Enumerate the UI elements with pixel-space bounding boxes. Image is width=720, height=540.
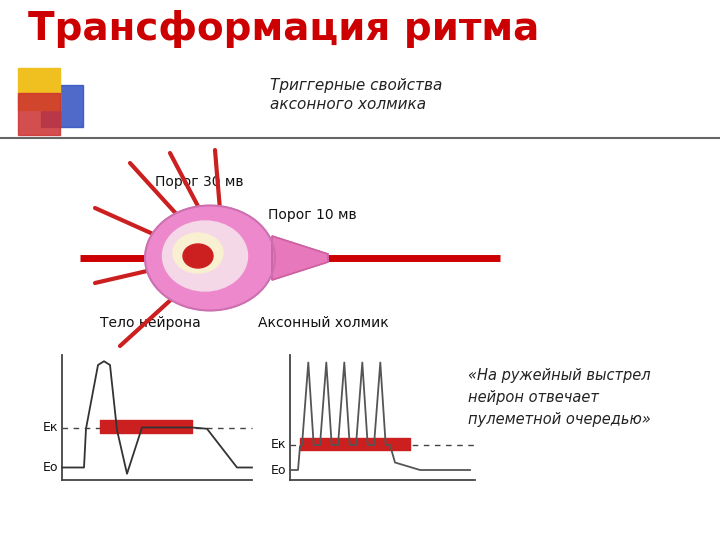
Ellipse shape: [183, 244, 213, 268]
Bar: [18, 68, 60, 110]
Bar: [41, 85, 83, 127]
Text: «На ружейный выстрел
нейрон отвечает
пулеметной очередью»: «На ружейный выстрел нейрон отвечает пул…: [468, 368, 651, 427]
Text: Триггерные свойства: Триггерные свойства: [270, 78, 442, 93]
Text: Ео: Ео: [271, 463, 286, 476]
Text: Аксонный холмик: Аксонный холмик: [258, 316, 389, 330]
Bar: [18, 93, 60, 135]
Text: Порог 10 мв: Порог 10 мв: [268, 208, 356, 222]
Ellipse shape: [173, 233, 223, 273]
Text: Ек: Ек: [42, 421, 58, 434]
Polygon shape: [272, 236, 328, 280]
Text: Ео: Ео: [42, 461, 58, 474]
Text: Порог 30 мв: Порог 30 мв: [155, 175, 243, 189]
Text: Трансформация ритма: Трансформация ритма: [28, 10, 539, 48]
Text: Ек: Ек: [271, 438, 286, 451]
Text: Тело нейрона: Тело нейрона: [100, 316, 201, 330]
Ellipse shape: [145, 206, 275, 310]
Text: аксонного холмика: аксонного холмика: [270, 97, 426, 112]
Ellipse shape: [163, 221, 248, 291]
